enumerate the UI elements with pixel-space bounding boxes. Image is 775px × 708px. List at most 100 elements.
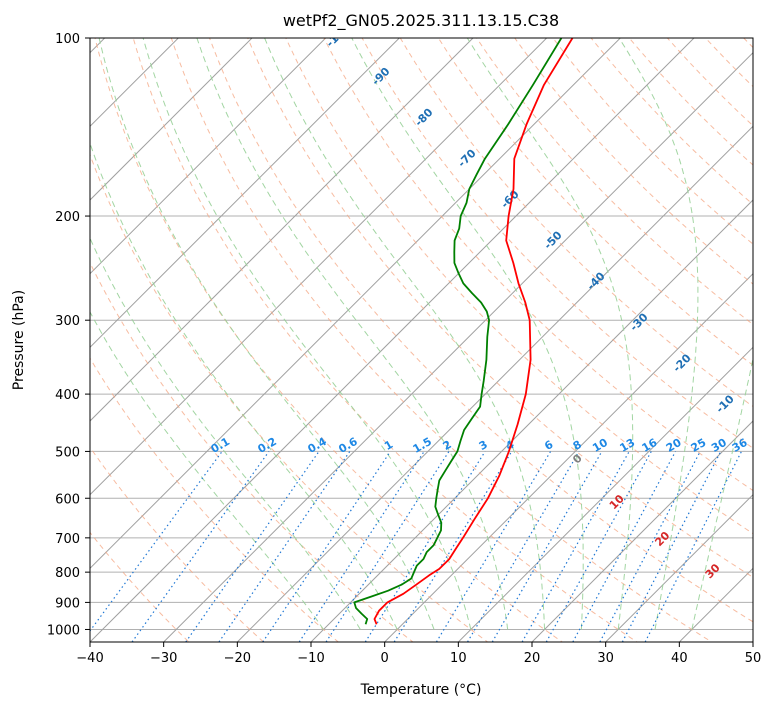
dry-adiabat-label: 0 xyxy=(570,451,585,466)
isotherm-gridline xyxy=(752,641,753,642)
mixing-ratio-label: 1.5 xyxy=(411,435,434,456)
moist-adiabat xyxy=(90,141,398,630)
x-tick-label: −10 xyxy=(297,651,324,666)
dry-adiabat-label: 40 xyxy=(757,590,775,610)
moist-adiabat-label: -100 xyxy=(324,21,353,50)
dry-adiabat xyxy=(666,38,753,127)
mixing-ratio-line xyxy=(298,451,425,642)
x-tick-label: −30 xyxy=(150,651,177,666)
dry-adiabat xyxy=(514,38,753,285)
plot-area: 0.1 0.2 0.4 0.6 1 1.5 2 3 4 6 8 10 13 16 20 25 30 36-100-… xyxy=(0,11,775,654)
moist-adiabat xyxy=(90,237,361,630)
mixing-ratio-line xyxy=(364,451,486,642)
isotherm-gridline xyxy=(90,38,695,642)
mixing-ratio-label: 2 xyxy=(441,438,454,453)
temperature-profile-line xyxy=(373,38,574,625)
isotherm-gridline xyxy=(162,51,753,642)
mixing-ratio-label: 0.2 xyxy=(256,435,279,456)
y-tick-label: 200 xyxy=(55,210,80,225)
dry-adiabat xyxy=(769,25,775,654)
dry-adiabat xyxy=(361,38,753,449)
dry-adiabat xyxy=(437,38,753,366)
mixing-ratio-label: 1 xyxy=(382,438,395,453)
mixing-ratio-line xyxy=(90,451,223,632)
isotherm-gridline xyxy=(457,346,753,642)
mixing-ratio-line xyxy=(131,451,270,642)
x-tick-label: 20 xyxy=(524,651,541,666)
dry-adiabat xyxy=(90,261,414,642)
y-tick-label: 400 xyxy=(55,388,80,403)
y-tick-label: 300 xyxy=(55,314,80,329)
y-axis: 1000 900 800 700 600 500 400 300 200 100 xyxy=(47,32,90,638)
moist-adiabat xyxy=(264,38,545,630)
dry-adiabat-label: 10 xyxy=(607,492,627,512)
y-tick-label: 700 xyxy=(55,532,80,547)
dry-adiabat xyxy=(170,38,713,642)
moist-adiabat-label: -40 xyxy=(584,269,607,292)
x-tick-label: 0 xyxy=(381,651,389,666)
mixing-ratio-line xyxy=(435,451,552,642)
isotherm-gridline xyxy=(90,38,401,349)
moist-adiabat xyxy=(196,38,509,630)
dry-adiabat xyxy=(90,153,489,642)
isotherm-gridline xyxy=(0,11,58,654)
dry-adiabat xyxy=(552,38,753,245)
isotherm-gridline xyxy=(90,38,474,422)
mixing-ratio-label: 0.4 xyxy=(306,435,330,456)
chart-title: wetPf2_GN05.2025.311.13.15.C38 xyxy=(283,11,559,31)
y-tick-label: 600 xyxy=(55,492,80,507)
isotherm-gridline xyxy=(90,38,548,496)
plot-frame xyxy=(89,37,754,643)
isotherm-gridline xyxy=(678,567,753,642)
mixing-ratio-line xyxy=(218,451,351,642)
dry-adiabat xyxy=(399,38,753,408)
isotherm-gridline xyxy=(310,199,753,642)
moist-adiabat xyxy=(351,38,584,630)
dry-adiabat xyxy=(208,38,753,623)
isotherm-gridline xyxy=(236,125,753,642)
mixing-ratio-line xyxy=(521,451,630,642)
moist-adiabat-label: -80 xyxy=(412,106,435,129)
isotherm-gridline xyxy=(531,420,753,642)
mixing-ratio-line xyxy=(185,451,320,642)
dry-adiabat xyxy=(590,38,753,206)
dry-adiabat xyxy=(90,446,265,642)
dry-adiabat xyxy=(94,38,564,642)
mixing-ratio-label: 3 xyxy=(477,438,490,453)
moist-adiabat-label: -30 xyxy=(627,310,650,333)
mixing-ratio-line xyxy=(262,451,391,642)
x-tick-label: 30 xyxy=(597,651,614,666)
mixing-ratio-label: 16 xyxy=(640,436,660,455)
isotherm-gridline xyxy=(90,38,180,128)
mixing-ratio-line xyxy=(491,451,603,642)
mixing-ratio-label: 6 xyxy=(542,438,555,453)
mixing-ratio-line xyxy=(621,451,722,642)
moist-adiabat-label: -50 xyxy=(541,228,564,251)
isotherm-gridline xyxy=(90,38,253,201)
x-tick-label: 50 xyxy=(745,651,762,666)
moist-adiabat-label: -10 xyxy=(713,392,736,415)
y-tick-label: 500 xyxy=(55,445,80,460)
moist-adiabat-label: -70 xyxy=(455,147,478,170)
moist-adiabat-label: -20 xyxy=(670,351,693,374)
moist-adiabat xyxy=(691,356,753,630)
mixing-ratio-line xyxy=(466,451,580,642)
dry-adiabat xyxy=(704,38,753,88)
mixing-ratio-label: 0.6 xyxy=(336,435,360,456)
y-tick-label: 100 xyxy=(55,32,80,47)
mixing-ratio-label: 10 xyxy=(590,436,610,455)
y-tick-label: 900 xyxy=(55,596,80,611)
dry-adiabat xyxy=(247,38,753,578)
dry-adiabat xyxy=(476,38,753,326)
isotherm-gridline xyxy=(604,493,753,642)
y-axis-title: Pressure (hPa) xyxy=(11,290,27,390)
mixing-ratio-line xyxy=(599,451,701,642)
mixing-ratio-label: 25 xyxy=(689,436,709,455)
y-tick-label: 1000 xyxy=(47,623,80,638)
moist-adiabat xyxy=(142,38,472,630)
dewpoint-profile-line xyxy=(353,38,563,625)
x-axis-title: Temperature (°C) xyxy=(360,682,482,698)
mixing-ratio-line xyxy=(572,451,677,642)
x-tick-label: 10 xyxy=(450,651,467,666)
